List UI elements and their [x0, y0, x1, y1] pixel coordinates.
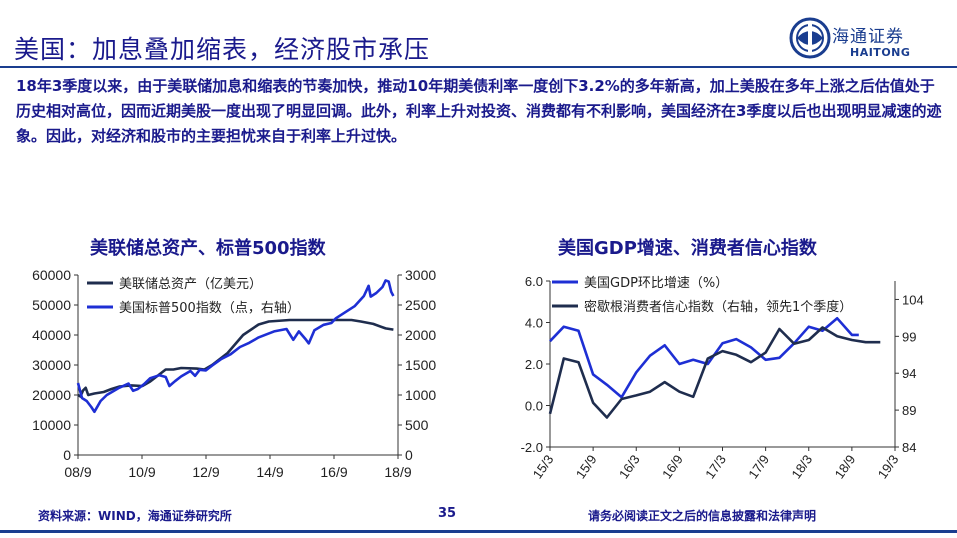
y-right-tick-label: 3000 [405, 267, 436, 283]
y-left-tick-label: 2.0 [525, 357, 543, 372]
y-right-tick-label: 1000 [405, 387, 436, 403]
x-tick-label: 14/9 [256, 464, 283, 480]
y-right-tick-label: 99 [902, 329, 916, 344]
legend-label-0: 美联储总资产（亿美元） [119, 277, 262, 292]
fed-assets-sp500-chart: 0 10000 20000 30000 40000 50000 60000 0 500 1000 1… [32, 267, 436, 480]
x-tick-label: 17/3 [702, 452, 729, 481]
x-tick-label: 18/3 [788, 452, 815, 481]
y-left-tick-label: 0.0 [525, 399, 543, 414]
series-line-0 [549, 317, 859, 399]
x-tick-label: 18/9 [384, 464, 411, 480]
x-tick-label: 16/9 [320, 464, 347, 480]
x-tick-label: 15/9 [573, 452, 600, 481]
y-right-tick-label: 2000 [405, 327, 436, 343]
y-right-tick-label: 104 [902, 292, 924, 307]
header-divider [0, 66, 957, 68]
y-left-tick-label: 6.0 [525, 274, 543, 289]
summary-paragraph: 18年3季度以来，由于美联储加息和缩表的节奏加快，推动10年期美债利率一度创下3… [16, 77, 942, 145]
legend-label-1: 美国标普500指数（点，右轴） [119, 301, 300, 316]
x-tick-label: 17/9 [745, 452, 772, 481]
logo-text-cn: 海通证券 [832, 27, 904, 47]
y-left-tick-label: -2.0 [521, 440, 543, 455]
disclaimer: 请务必阅读正文之后的信息披露和法律声明 [588, 509, 817, 523]
page-number: 35 [438, 506, 457, 521]
page-title: 美国：加息叠加缩表，经济股市承压 [14, 35, 431, 64]
x-tick-label: 10/9 [128, 464, 155, 480]
y-left-tick-label: 4.0 [525, 316, 543, 331]
y-right-tick-label: 2500 [405, 297, 436, 313]
logo-emblem-icon [789, 17, 831, 59]
x-tick-label: 16/3 [616, 452, 643, 481]
y-right-tick-label: 89 [902, 403, 916, 418]
haitong-logo: 海通证券 HAITONG [788, 16, 938, 64]
y-right-tick-label: 0 [405, 447, 413, 463]
y-right-tick-label: 500 [405, 417, 429, 433]
legend-label-0: 美国GDP环比增速（%） [584, 276, 728, 291]
y-left-tick-label: 0 [63, 447, 71, 463]
footer-divider [0, 530, 957, 533]
y-left-tick-label: 30000 [32, 357, 71, 373]
series-line-1 [76, 279, 395, 414]
y-left-tick-label: 20000 [32, 387, 71, 403]
gdp-consumer-confidence-chart: -2.0 0.0 2.0 4.0 6.0 84 89 94 99 104 15/3 15/9 16/3 1… [521, 274, 924, 481]
source-note: 资料来源：WIND，海通证券研究所 [38, 509, 232, 523]
y-left-tick-label: 50000 [32, 297, 71, 313]
series-line-0 [77, 318, 394, 398]
x-tick-label: 19/3 [875, 452, 902, 481]
x-tick-label: 12/9 [192, 464, 219, 480]
legend-label-1: 密歇根消费者信心指数（右轴，领先1个季度） [584, 299, 852, 315]
logo-text-en: HAITONG [850, 46, 911, 59]
x-tick-label: 16/9 [659, 452, 686, 481]
series-line-1 [548, 326, 881, 419]
x-tick-label: 15/3 [530, 452, 557, 481]
chart1-title: 美联储总资产、标普500指数 [90, 238, 326, 259]
chart2-title: 美国GDP增速、消费者信心指数 [558, 238, 817, 259]
y-right-tick-label: 84 [902, 440, 916, 455]
y-left-tick-label: 60000 [32, 267, 71, 283]
y-right-tick-label: 1500 [405, 357, 436, 373]
y-left-tick-label: 40000 [32, 327, 71, 343]
y-left-tick-label: 10000 [32, 417, 71, 433]
y-right-tick-label: 94 [902, 366, 916, 381]
x-tick-label: 18/9 [832, 452, 859, 481]
x-tick-label: 08/9 [64, 464, 91, 480]
